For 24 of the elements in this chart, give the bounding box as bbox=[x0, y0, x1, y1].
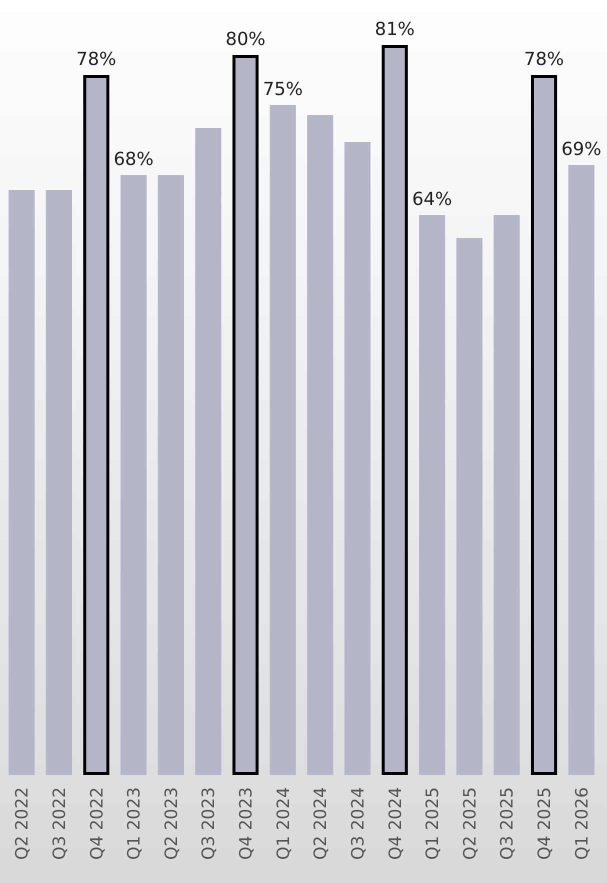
data-label: 78% bbox=[76, 49, 116, 70]
x-tick-label: Q4 2024 bbox=[386, 787, 406, 860]
data-label: 64% bbox=[412, 189, 452, 210]
x-tick-label: Q4 2023 bbox=[236, 787, 257, 860]
x-tick-label: Q3 2023 bbox=[199, 787, 220, 860]
x-tick-label: Q3 2022 bbox=[50, 787, 70, 860]
data-label: 69% bbox=[561, 139, 602, 160]
x-tick-label: Q2 2023 bbox=[162, 787, 182, 860]
x-tick-label: Q1 2024 bbox=[274, 787, 294, 860]
x-tick-label: Q1 2025 bbox=[423, 787, 444, 860]
x-tick-label: Q3 2024 bbox=[348, 787, 368, 860]
x-tick-label: Q4 2025 bbox=[535, 787, 556, 860]
x-tick-label: Q4 2022 bbox=[87, 787, 108, 860]
data-label: 80% bbox=[226, 29, 266, 50]
x-tick-label: Q2 2024 bbox=[311, 787, 332, 860]
data-label: 78% bbox=[524, 49, 564, 70]
x-tick-label: Q1 2023 bbox=[124, 787, 145, 860]
data-label: 81% bbox=[374, 19, 415, 40]
x-tick-label: Q3 2025 bbox=[498, 787, 518, 860]
x-tick-label: Q2 2022 bbox=[12, 787, 33, 860]
data-label: 75% bbox=[262, 79, 303, 100]
x-tick-label: Q1 2026 bbox=[572, 787, 592, 860]
x-tick-label: Q2 2025 bbox=[460, 787, 480, 860]
data-label: 68% bbox=[114, 149, 154, 170]
